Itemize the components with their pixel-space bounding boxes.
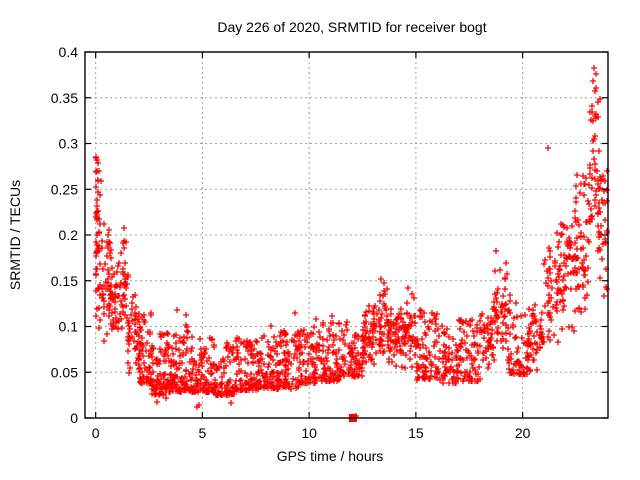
y-tick-label: 0.05 [51,364,78,380]
x-axis-label: GPS time / hours [277,448,384,464]
x-tick-label: 10 [301,425,317,441]
y-tick-label: 0.3 [59,136,79,152]
y-tick-label: 0 [70,410,78,426]
scatter-points [93,65,610,422]
data-point-markers [93,65,610,419]
x-tick-label: 5 [199,425,207,441]
y-tick-label: 0.15 [51,273,78,289]
y-tick-label: 0.4 [59,44,79,60]
y-axis-label: SRMTID / TECUs [7,180,23,290]
x-tick-label: 20 [515,425,531,441]
x-tick-label: 15 [408,425,424,441]
y-tick-label: 0.2 [59,227,79,243]
tick-layer: 0 5 10 15 20 0 0.05 0.1 0.15 0.2 0.25 0.3 0.35 0.4 [51,44,608,441]
y-tick-label: 0.25 [51,181,78,197]
y-tick-label: 0.1 [59,319,79,335]
y-tick-label: 0.35 [51,90,78,106]
label-layer: Day 226 of 2020, SRMTID for receiver bog… [7,19,487,464]
x-tick-label: 0 [92,425,100,441]
chart-title: Day 226 of 2020, SRMTID for receiver bog… [217,19,486,35]
grid-layer [85,52,608,418]
